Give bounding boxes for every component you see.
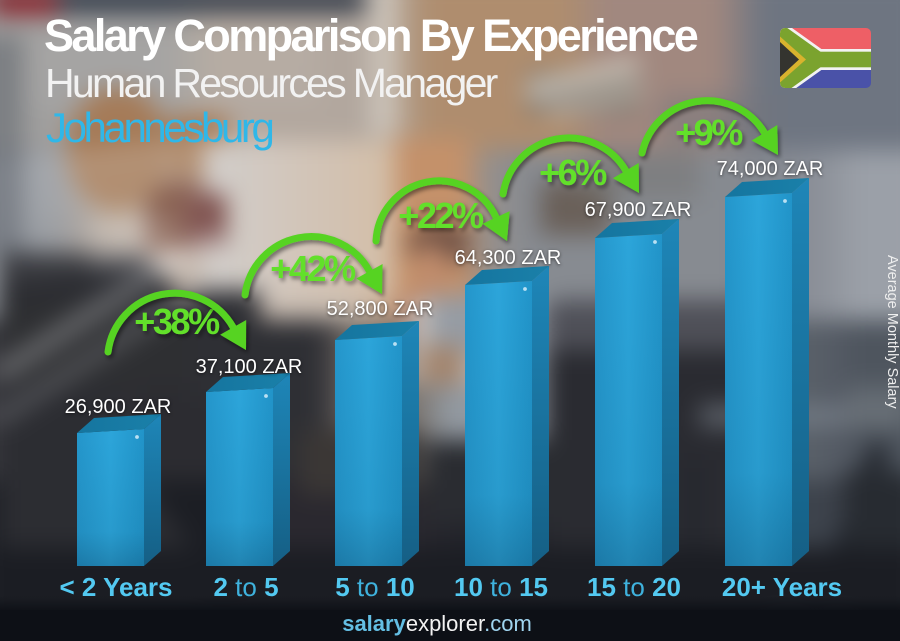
svg-text:64,300 ZAR: 64,300 ZAR: [455, 247, 562, 269]
svg-text:20+ Years: 20+ Years: [722, 572, 842, 602]
svg-text:+6%: +6%: [539, 152, 607, 193]
svg-text:2 to 5: 2 to 5: [213, 572, 278, 602]
svg-text:15 to 20: 15 to 20: [587, 572, 681, 602]
svg-text:< 2 Years: < 2 Years: [59, 572, 172, 602]
svg-text:+9%: +9%: [675, 112, 743, 153]
svg-text:10 to 15: 10 to 15: [454, 572, 548, 602]
svg-text:salaryexplorer.com: salaryexplorer.com: [342, 611, 532, 636]
svg-text:67,900 ZAR: 67,900 ZAR: [585, 199, 692, 221]
svg-text:+42%: +42%: [270, 248, 356, 289]
svg-text:52,800 ZAR: 52,800 ZAR: [327, 298, 434, 320]
svg-text:+22%: +22%: [398, 195, 484, 236]
svg-text:37,100 ZAR: 37,100 ZAR: [196, 356, 303, 378]
svg-text:26,900 ZAR: 26,900 ZAR: [65, 396, 172, 418]
svg-text:+38%: +38%: [134, 301, 220, 342]
svg-text:74,000 ZAR: 74,000 ZAR: [717, 158, 824, 180]
svg-text:5 to 10: 5 to 10: [335, 572, 415, 602]
